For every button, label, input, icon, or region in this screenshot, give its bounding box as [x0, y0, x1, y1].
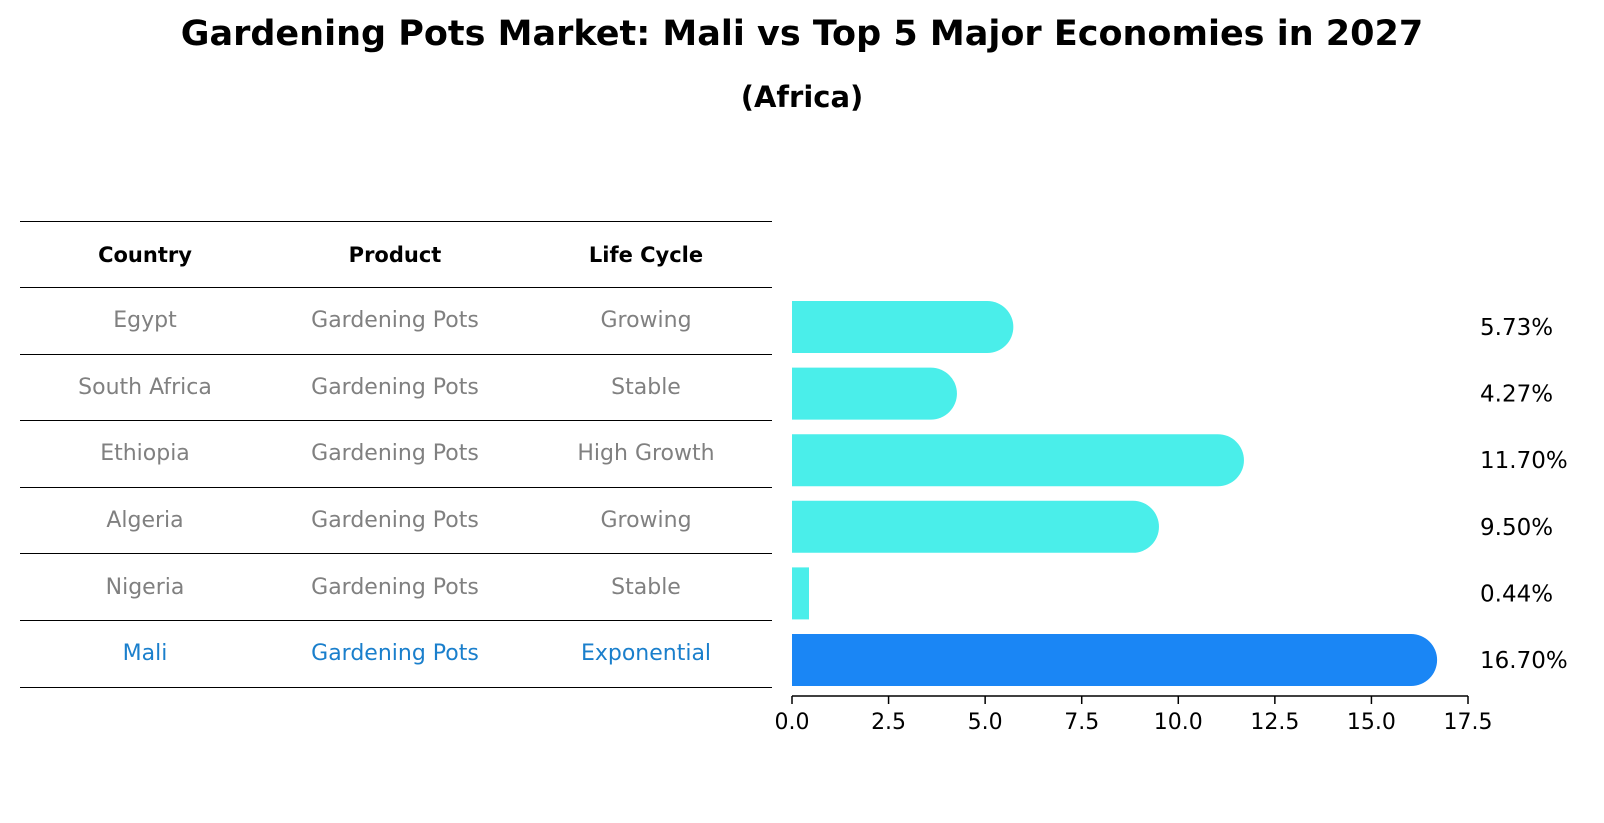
- chart-subtitle: (Africa): [740, 80, 864, 114]
- bar-value-label: 0.44%: [1480, 581, 1553, 607]
- chart-title: Gardening Pots Market: Mali vs Top 5 Maj…: [180, 14, 1424, 54]
- cell-product: Gardening Pots: [270, 487, 520, 555]
- cell-life-cycle: Stable: [520, 553, 772, 621]
- x-tick-label: 2.5: [871, 710, 906, 735]
- cell-product: Gardening Pots: [270, 553, 520, 621]
- bar-value-label: 4.27%: [1480, 382, 1553, 408]
- bar-value-label: 11.70%: [1480, 448, 1568, 474]
- cell-life-cycle: Stable: [520, 354, 772, 422]
- x-tick-label: 5.0: [968, 710, 1003, 735]
- cell-life-cycle: Exponential: [520, 620, 772, 688]
- cell-product: Gardening Pots: [270, 620, 520, 688]
- cell-country: Egypt: [20, 287, 270, 355]
- bar-mali: [792, 634, 1438, 686]
- table-row-highlight: Mali Gardening Pots Exponential: [20, 620, 772, 688]
- table-header-row: Country Product Life Cycle: [20, 221, 772, 288]
- x-tick-label: 15.0: [1347, 710, 1396, 735]
- header-product: Product: [270, 221, 520, 288]
- cell-country: Nigeria: [20, 553, 270, 621]
- bar-value-label: 16.70%: [1480, 648, 1568, 674]
- bar-value-label: 5.73%: [1480, 315, 1553, 341]
- bar-value-label: 9.50%: [1480, 515, 1553, 541]
- cell-product: Gardening Pots: [270, 354, 520, 422]
- x-tick-label: 0.0: [775, 710, 810, 735]
- cell-country: Algeria: [20, 487, 270, 555]
- bar-nigeria: [792, 567, 809, 620]
- x-tick-label: 17.5: [1444, 710, 1493, 735]
- bar-south-africa: [792, 367, 957, 420]
- cell-life-cycle: High Growth: [520, 420, 772, 488]
- cell-country: Ethiopia: [20, 420, 270, 488]
- cell-country: Mali: [20, 620, 270, 688]
- cell-life-cycle: Growing: [520, 487, 772, 555]
- header-country: Country: [20, 221, 270, 288]
- market-table: Country Product Life Cycle Egypt Gardeni…: [20, 221, 772, 688]
- cell-product: Gardening Pots: [270, 287, 520, 355]
- cell-product: Gardening Pots: [270, 420, 520, 488]
- table-row: Ethiopia Gardening Pots High Growth: [20, 420, 772, 488]
- x-tick-label: 12.5: [1250, 710, 1299, 735]
- table-row: South Africa Gardening Pots Stable: [20, 354, 772, 422]
- x-tick-label: 7.5: [1064, 710, 1099, 735]
- bar-ethiopia: [792, 434, 1244, 487]
- x-tick-label: 10.0: [1154, 710, 1203, 735]
- cell-country: South Africa: [20, 354, 270, 422]
- table-row: Egypt Gardening Pots Growing: [20, 287, 772, 355]
- table-row: Nigeria Gardening Pots Stable: [20, 553, 772, 621]
- cell-life-cycle: Growing: [520, 287, 772, 355]
- bar-egypt: [792, 301, 1014, 353]
- table-row: Algeria Gardening Pots Growing: [20, 487, 772, 555]
- header-life-cycle: Life Cycle: [520, 221, 772, 288]
- bar-algeria: [792, 500, 1159, 553]
